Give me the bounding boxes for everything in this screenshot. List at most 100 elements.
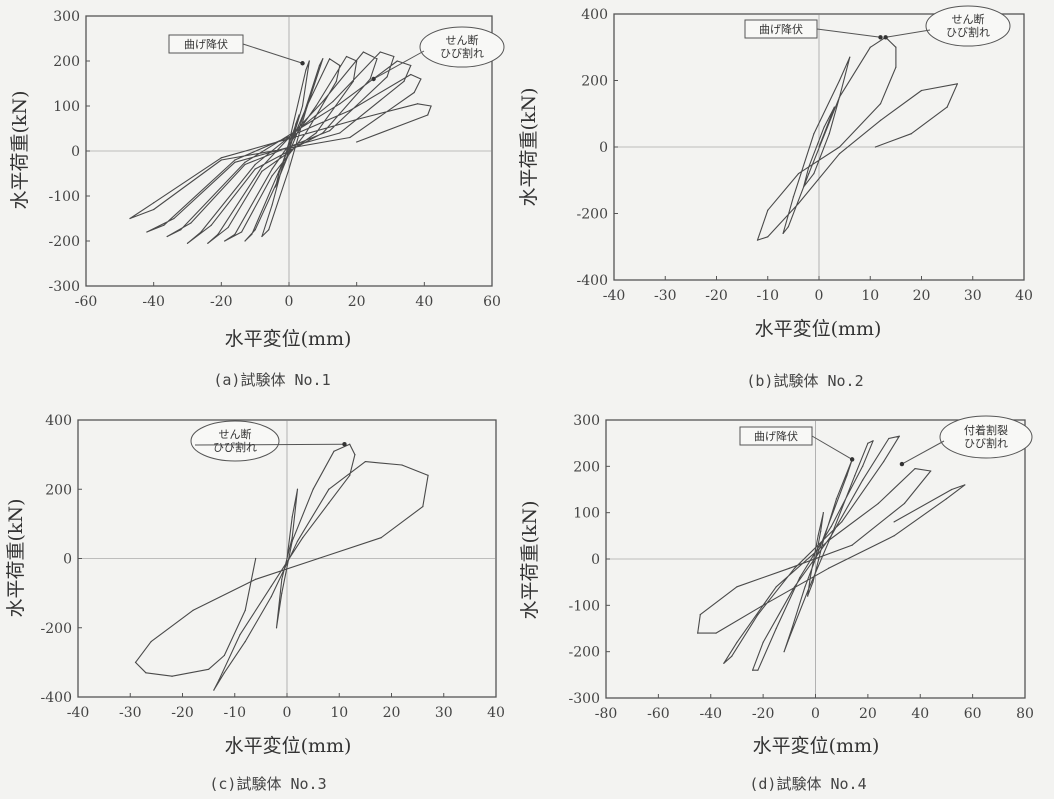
- annotation-leader: [901, 440, 945, 465]
- data-point: [345, 55, 348, 58]
- data-point: [255, 578, 257, 580]
- data-point: [723, 662, 725, 664]
- data-point: [946, 106, 948, 108]
- data-point: [835, 498, 838, 500]
- series-line-1: [129, 51, 432, 244]
- data-point: [813, 173, 815, 175]
- x-tick-label: 0: [285, 294, 294, 310]
- data-point: [261, 235, 263, 238]
- data-point: [807, 590, 809, 593]
- x-tick-label: -40: [603, 288, 626, 304]
- data-point: [809, 576, 811, 579]
- annotation-label: 曲げ降伏: [184, 37, 228, 51]
- data-point: [818, 146, 820, 148]
- data-point: [828, 133, 830, 135]
- data-point: [356, 118, 358, 121]
- data-point: [166, 235, 168, 238]
- x-tick-label: -20: [210, 294, 233, 310]
- data-point: [210, 224, 212, 226]
- x-tick-label: 10: [330, 705, 348, 721]
- y-tick-label: 300: [53, 9, 80, 25]
- chart-caption: (b)試験体 No.2: [746, 372, 863, 390]
- data-point: [349, 109, 351, 112]
- data-point: [386, 76, 388, 78]
- y-tick-label: -100: [49, 189, 80, 205]
- chart-panel-1: -60 -40 -20 0 20 40 60-300-200-1000100200300水平…: [9, 9, 505, 389]
- data-point: [783, 651, 785, 653]
- data-point: [322, 132, 324, 134]
- data-point: [305, 109, 307, 112]
- chart-panel-3: -40 -30 -20 -10 0 10 20 30 40 -400 -200 0 200 400 水平変位…: [5, 413, 505, 793]
- x-tick-label: -20: [171, 705, 194, 721]
- data-point: [364, 460, 366, 463]
- data-point: [286, 557, 288, 560]
- data-point: [410, 64, 412, 67]
- data-point: [223, 654, 225, 657]
- data-point: [220, 157, 222, 159]
- y-tick-label: 0: [71, 144, 80, 160]
- y-tick-label: -200: [41, 621, 72, 637]
- data-point: [305, 107, 307, 109]
- data-point: [879, 103, 882, 105]
- data-point: [814, 558, 817, 560]
- data-point: [420, 78, 422, 80]
- data-point: [788, 567, 790, 569]
- x-axis-label: 水平変位(mm): [225, 328, 352, 350]
- data-point: [788, 637, 790, 639]
- data-point: [302, 537, 304, 539]
- data-point: [275, 627, 278, 629]
- y-tick-label: 0: [599, 140, 608, 156]
- annotation-label: ひび割れ: [213, 440, 257, 454]
- data-point: [254, 163, 256, 166]
- annotation-label: ひび割れ: [964, 436, 1008, 450]
- data-point: [298, 114, 300, 116]
- data-point: [207, 242, 209, 244]
- data-point: [893, 535, 895, 537]
- chart-caption: (a)試験体 No.1: [213, 371, 330, 389]
- y-axis-label: 水平荷重(kN): [518, 88, 540, 207]
- x-axis-label: 水平変位(mm): [753, 735, 880, 757]
- data-point: [153, 202, 155, 204]
- data-point: [244, 609, 246, 612]
- data-point: [369, 78, 371, 80]
- data-point: [827, 539, 830, 542]
- data-point: [227, 226, 229, 229]
- annotation-marker: [342, 442, 347, 447]
- annotation-marker: [849, 457, 855, 462]
- data-point: [339, 64, 341, 67]
- data-point: [736, 641, 738, 644]
- data-point: [213, 689, 215, 691]
- y-tick-label: 100: [573, 506, 600, 522]
- x-tick-label: 0: [283, 705, 292, 721]
- annotation-leader: [816, 28, 881, 38]
- data-point: [951, 488, 953, 491]
- data-point: [305, 69, 307, 71]
- data-point: [841, 521, 843, 523]
- x-tick-label: 40: [911, 706, 929, 722]
- data-point: [339, 132, 341, 134]
- data-point: [261, 166, 263, 168]
- x-tick-label: -10: [223, 705, 246, 721]
- data-point: [288, 141, 290, 143]
- data-point: [261, 170, 263, 172]
- data-point: [270, 585, 272, 587]
- y-tick-label: -100: [569, 598, 600, 614]
- data-point: [239, 634, 241, 636]
- y-axis-label: 水平荷重(kN): [9, 91, 31, 210]
- data-point: [838, 96, 841, 98]
- data-point: [308, 60, 310, 62]
- data-point: [274, 186, 277, 188]
- x-tick-label: 20: [348, 294, 366, 310]
- y-tick-label: -200: [49, 234, 80, 250]
- data-point: [823, 126, 825, 128]
- x-axis-label: 水平変位(mm): [225, 735, 352, 757]
- data-point: [879, 119, 882, 121]
- data-point: [804, 586, 806, 588]
- data-point: [715, 632, 717, 634]
- data-point: [281, 578, 283, 580]
- data-point: [822, 512, 824, 514]
- data-point: [278, 172, 280, 175]
- y-tick-label: -400: [577, 273, 608, 289]
- data-point: [349, 136, 351, 139]
- data-point: [756, 239, 759, 241]
